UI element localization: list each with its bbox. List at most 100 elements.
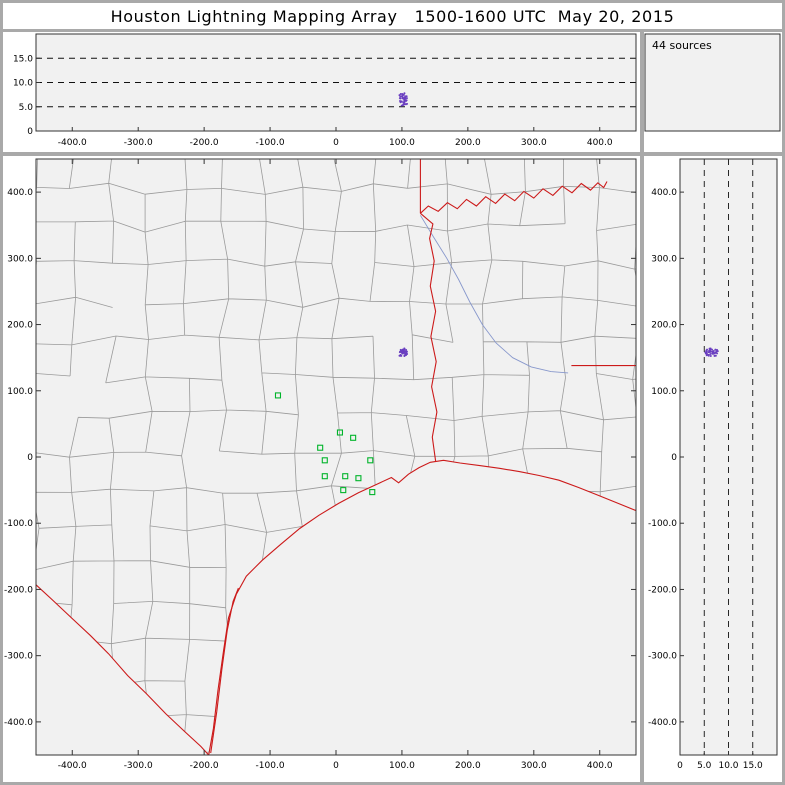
map-background xyxy=(36,159,636,755)
tick-label: -400.0 xyxy=(58,761,87,771)
tick-label: 5.0 xyxy=(697,761,712,771)
plan-view-map-panel: -400.0 -300.0 -200.0 -100.0 0 100.0 200.0 300.0… xyxy=(3,156,640,782)
tick-label: 0 xyxy=(677,761,683,771)
lightning-source-dot xyxy=(708,347,711,350)
tick-label: -200.0 xyxy=(648,585,677,595)
lightning-source-dot xyxy=(399,354,402,357)
tick-label: -100.0 xyxy=(4,519,33,529)
tick-label: 0 xyxy=(27,127,33,137)
lma-station-marker xyxy=(317,444,324,451)
lightning-source-dot xyxy=(399,348,402,351)
tick-label: 200.0 xyxy=(455,761,481,771)
lightning-source-dot xyxy=(401,97,404,100)
tick-label: -200.0 xyxy=(4,585,33,595)
lightning-source-dot xyxy=(399,97,402,100)
tick-label: 100.0 xyxy=(651,387,677,397)
tick-label: -300.0 xyxy=(124,761,153,771)
altitude-ew-plot: -400.0 -300.0 -200.0 -100.0 0 100.0 200.0 300.0… xyxy=(13,33,637,148)
lightning-source-dot xyxy=(405,348,408,351)
lightning-source-dot xyxy=(399,99,402,102)
lightning-source-dot xyxy=(403,354,406,357)
tick-label: 0 xyxy=(333,138,339,148)
tick-label: -300.0 xyxy=(4,652,33,662)
lightning-source-dot xyxy=(709,354,712,357)
title-bar: Houston Lightning Mapping Array 1500-160… xyxy=(3,3,782,29)
tick-label: 300.0 xyxy=(651,254,677,264)
altitude-ew-panel: -400.0 -300.0 -200.0 -100.0 0 100.0 200.0 300.0… xyxy=(3,32,640,152)
lightning-source-dot xyxy=(712,351,715,354)
tick-label: 200.0 xyxy=(651,321,677,331)
tick-label: -400.0 xyxy=(648,718,677,728)
tick-label: -400.0 xyxy=(4,718,33,728)
lightning-source-dot xyxy=(707,354,710,357)
lightning-source-dot xyxy=(403,103,406,106)
lightning-source-dot xyxy=(713,354,716,357)
source-count-label: 44 sources xyxy=(652,39,712,52)
border-barrier-island xyxy=(210,587,239,754)
tick-label: 0 xyxy=(333,761,339,771)
lightning-source-dot xyxy=(709,350,712,353)
lightning-source-dot xyxy=(400,104,403,107)
lightning-source-dot xyxy=(399,350,402,353)
border-coastline xyxy=(208,459,637,756)
source-histogram-plot xyxy=(644,33,781,132)
tick-label: 100.0 xyxy=(7,387,33,397)
lightning-source-dot xyxy=(713,352,716,355)
lightning-source-dot xyxy=(705,354,708,357)
lightning-source-dot xyxy=(403,96,406,99)
tick-label: 10.0 xyxy=(13,79,33,89)
lightning-source-dot xyxy=(405,99,408,102)
tick-label: 400.0 xyxy=(587,761,613,771)
lightning-source-dot xyxy=(705,351,708,354)
lightning-source-dot xyxy=(716,348,719,351)
lightning-source-dot xyxy=(405,95,408,98)
border-red-river xyxy=(420,181,608,214)
tick-label: 400.0 xyxy=(651,188,677,198)
lightning-source-dot xyxy=(399,95,402,98)
lightning-source-dot xyxy=(405,350,408,353)
lma-station-marker xyxy=(321,457,328,464)
tick-label: -200.0 xyxy=(190,761,219,771)
altitude-ns-panel: 0 5.0 10.0 15.0 400.0 300.0 200.0 100.0 0 -100.0 -… xyxy=(644,156,782,782)
source-count-panel: 44 sources xyxy=(644,32,782,152)
tick-label: -300.0 xyxy=(648,652,677,662)
tick-label: 0 xyxy=(27,453,33,463)
river-line xyxy=(420,215,569,374)
lma-station-marker xyxy=(321,473,328,480)
tick-label: 0 xyxy=(671,453,677,463)
lightning-source-dot xyxy=(403,351,406,354)
lma-station-marker xyxy=(336,429,344,436)
lightning-source-dot xyxy=(709,352,712,355)
lightning-source-dot xyxy=(716,352,719,355)
lightning-source-dot xyxy=(403,92,406,95)
lightning-source-dot xyxy=(400,351,403,354)
border-sabine-tx-la xyxy=(420,212,438,462)
lma-station-marker xyxy=(342,473,349,480)
tick-label: 400.0 xyxy=(587,138,613,148)
lma-station-marker xyxy=(367,457,374,464)
lightning-source-dot xyxy=(403,101,406,104)
tick-label: -100.0 xyxy=(648,519,677,529)
lightning-source-dot xyxy=(403,347,406,350)
tick-label: 400.0 xyxy=(7,188,33,198)
altitude-ns-plot: 0 5.0 10.0 15.0 400.0 300.0 200.0 100.0 0 -100.0 -… xyxy=(648,158,778,771)
tick-label: 15.0 xyxy=(743,761,763,771)
tick-label: 100.0 xyxy=(389,761,415,771)
lma-station-marker xyxy=(340,487,347,494)
tick-label: 200.0 xyxy=(7,321,33,331)
tick-label: 300.0 xyxy=(521,138,547,148)
lma-station-marker xyxy=(274,392,282,399)
plot-box xyxy=(644,33,781,132)
lightning-source-dot xyxy=(404,95,407,98)
tick-label: 10.0 xyxy=(718,761,738,771)
tick-label: -300.0 xyxy=(124,138,153,148)
plan-view-map-plot: -400.0 -300.0 -200.0 -100.0 0 100.0 200.0 300.0… xyxy=(4,158,637,771)
tick-label: -100.0 xyxy=(256,138,285,148)
border-rio-grande xyxy=(35,584,210,756)
lightning-source-dot xyxy=(405,352,408,355)
page-title: Houston Lightning Mapping Array 1500-160… xyxy=(110,7,675,26)
tick-label: 5.0 xyxy=(19,103,34,113)
tick-label: 200.0 xyxy=(455,138,481,148)
tick-label: -100.0 xyxy=(256,761,285,771)
